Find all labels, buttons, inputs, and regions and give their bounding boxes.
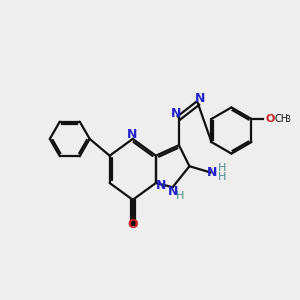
Text: N: N <box>171 107 181 120</box>
Text: N: N <box>127 128 137 141</box>
Text: CH: CH <box>274 113 289 124</box>
Text: N: N <box>195 92 205 106</box>
Text: N: N <box>156 178 166 192</box>
Text: N: N <box>207 166 217 179</box>
Text: O: O <box>266 114 275 124</box>
Text: N: N <box>167 185 178 198</box>
Text: H: H <box>218 163 226 173</box>
Text: H: H <box>218 172 226 182</box>
Text: 3: 3 <box>285 116 290 124</box>
Text: O: O <box>128 218 138 232</box>
Text: H: H <box>176 190 184 201</box>
